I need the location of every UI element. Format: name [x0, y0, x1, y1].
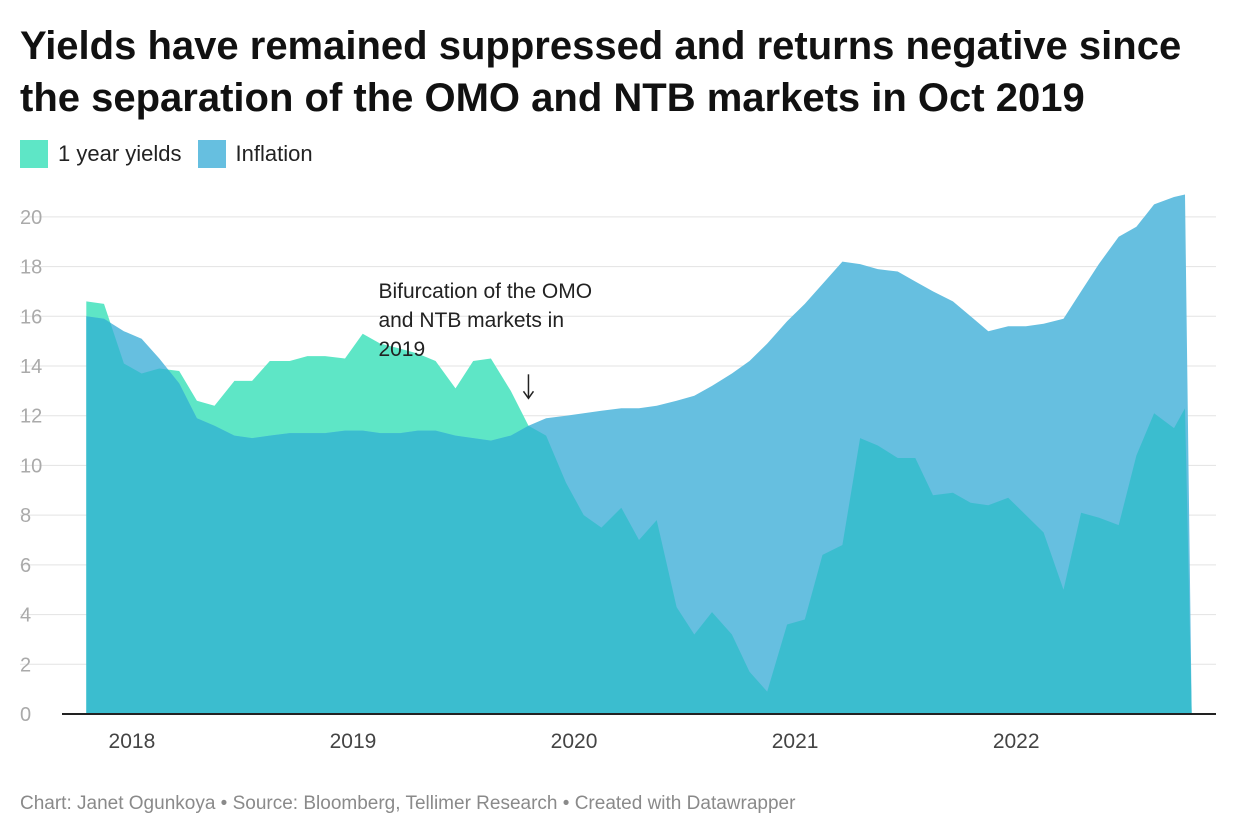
x-tick-2020: 2020 [551, 730, 598, 753]
y-tick-0: 0 [20, 704, 31, 726]
annotation-arrow-head [522, 390, 535, 400]
legend: 1 year yields Inflation [20, 140, 329, 168]
annotation-line-1: Bifurcation of the OMO [378, 280, 592, 303]
y-tick-16: 16 [20, 306, 42, 328]
y-tick-18: 18 [20, 257, 42, 279]
y-tick-12: 12 [20, 406, 42, 428]
x-tick-2019: 2019 [330, 730, 377, 753]
x-tick-2018: 2018 [109, 730, 156, 753]
x-tick-2022: 2022 [993, 730, 1040, 753]
legend-label-inflation: Inflation [235, 141, 313, 166]
chart-footer: Chart: Janet Ogunkoya • Source: Bloomber… [20, 793, 796, 814]
y-tick-10: 10 [20, 455, 42, 477]
legend-swatch-yields [20, 140, 48, 168]
annotation-line-2: and NTB markets in [378, 309, 564, 332]
y-tick-6: 6 [20, 555, 31, 577]
legend-item-inflation: Inflation [197, 140, 313, 168]
legend-swatch-inflation [197, 140, 226, 168]
annotation: Bifurcation of the OMO and NTB markets in… [378, 280, 592, 400]
y-tick-14: 14 [20, 356, 42, 378]
legend-item-yields: 1 year yields [20, 140, 182, 168]
y-tick-labels: 0 2 4 6 8 10 12 14 16 18 20 [20, 207, 42, 726]
y-tick-2: 2 [20, 654, 31, 676]
legend-label-yields: 1 year yields [58, 141, 182, 166]
y-tick-8: 8 [20, 505, 31, 527]
y-tick-20: 20 [20, 207, 42, 229]
x-tick-2021: 2021 [772, 730, 819, 753]
area-chart: 0 2 4 6 8 10 12 14 16 18 20 2018 2019 2020 2021 2022 B… [20, 194, 1216, 753]
y-tick-4: 4 [20, 605, 31, 627]
x-tick-labels: 2018 2019 2020 2021 2022 [109, 730, 1040, 753]
annotation-line-3: 2019 [378, 338, 425, 361]
chart-title: Yields have remained suppressed and retu… [20, 24, 1182, 120]
